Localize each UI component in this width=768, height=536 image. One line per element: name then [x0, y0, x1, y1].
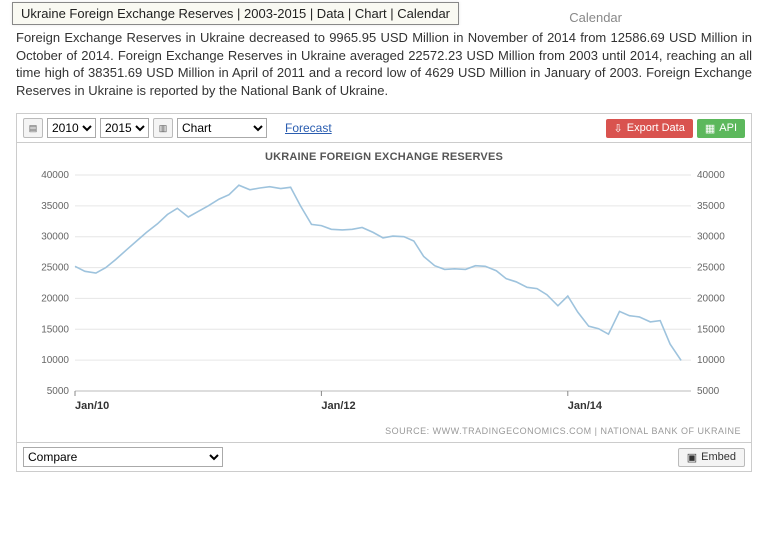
line-chart: 5000 10000 15000 20000 25000 30000 35000 40000 5… — [27, 169, 739, 419]
embed-button[interactable]: ▣ Embed — [678, 448, 745, 467]
svg-text:10000: 10000 — [697, 355, 725, 366]
chart-panel: ▤ 2010 2015 ▥ Chart Forecast ⇩ Export Da… — [16, 113, 752, 472]
svg-text:15000: 15000 — [697, 324, 725, 335]
chart-toolbar: ▤ 2010 2015 ▥ Chart Forecast ⇩ Export Da… — [17, 114, 751, 143]
download-icon: ⇩ — [614, 122, 623, 135]
api-button[interactable]: ▦ API — [697, 119, 745, 138]
description-text: Foreign Exchange Reserves in Ukraine dec… — [16, 29, 752, 99]
svg-text:40000: 40000 — [697, 170, 725, 181]
svg-text:Jan/14: Jan/14 — [568, 400, 603, 412]
svg-text:35000: 35000 — [697, 201, 725, 212]
svg-text:15000: 15000 — [41, 324, 69, 335]
export-data-button[interactable]: ⇩ Export Data — [606, 119, 693, 138]
svg-text:25000: 25000 — [697, 263, 725, 274]
svg-text:20000: 20000 — [697, 294, 725, 305]
bottom-toolbar: Compare ▣ Embed — [17, 442, 751, 471]
chart-title: UKRAINE FOREIGN EXCHANGE RESERVES — [27, 151, 741, 163]
compare-select[interactable]: Compare — [23, 447, 223, 467]
view-mode-icon[interactable]: ▥ — [153, 118, 173, 138]
svg-text:30000: 30000 — [697, 232, 725, 243]
svg-text:10000: 10000 — [41, 355, 69, 366]
svg-text:5000: 5000 — [697, 386, 720, 397]
svg-text:Jan/12: Jan/12 — [321, 400, 355, 412]
api-label: API — [719, 122, 737, 134]
svg-text:40000: 40000 — [41, 170, 69, 181]
chart-area: UKRAINE FOREIGN EXCHANGE RESERVES 5000 10… — [17, 143, 751, 424]
svg-text:30000: 30000 — [41, 232, 69, 243]
api-icon: ▦ — [705, 122, 715, 135]
embed-label: Embed — [701, 451, 736, 463]
svg-text:Jan/10: Jan/10 — [75, 400, 109, 412]
forecast-link[interactable]: Forecast — [285, 121, 332, 135]
svg-text:5000: 5000 — [47, 386, 70, 397]
page-title-tooltip: Ukraine Foreign Exchange Reserves | 2003… — [12, 2, 459, 25]
source-attribution: SOURCE: WWW.TRADINGECONOMICS.COM | NATIO… — [17, 424, 751, 442]
svg-text:25000: 25000 — [41, 263, 69, 274]
embed-icon: ▣ — [687, 451, 697, 464]
date-range-icon[interactable]: ▤ — [23, 118, 43, 138]
year-from-select[interactable]: 2010 — [47, 118, 96, 138]
svg-text:20000: 20000 — [41, 294, 69, 305]
export-label: Export Data — [627, 122, 685, 134]
svg-text:35000: 35000 — [41, 201, 69, 212]
year-to-select[interactable]: 2015 — [100, 118, 149, 138]
view-mode-select[interactable]: Chart — [177, 118, 267, 138]
